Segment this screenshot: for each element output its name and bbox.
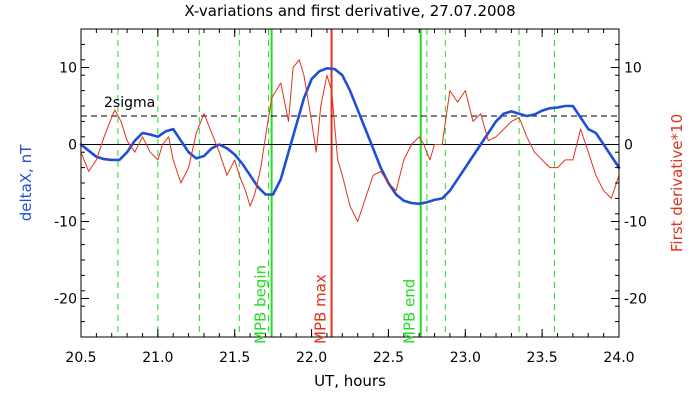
- plot-frame: [80, 28, 620, 338]
- x-tick-label-7: 24.0: [603, 350, 634, 366]
- y-tick-label-right-0: 10: [624, 61, 642, 77]
- y-axis-label-left: deltaX, nT: [17, 144, 35, 221]
- x-tick-label-3: 22.0: [296, 350, 327, 366]
- series-derivative-line: [80, 59, 620, 222]
- y-tick-label-left-3: -20: [54, 292, 77, 308]
- y-axis-label-right: First derivative*10: [668, 114, 686, 252]
- x-tick-label-6: 23.5: [527, 350, 558, 366]
- reference-line-layer: [81, 115, 619, 145]
- chart-title: X-variations and first derivative, 27.07…: [184, 2, 515, 20]
- mpb-marker-label-1: MPB max: [312, 274, 330, 344]
- y-tick-label-right-3: -20: [624, 292, 647, 308]
- y-tick-label-right-1: 0: [624, 138, 633, 154]
- y-tick-label-left-2: -10: [54, 215, 77, 231]
- x-tick-label-5: 23.0: [450, 350, 481, 366]
- mpb-marker-label-2: MPB end: [401, 279, 419, 344]
- x-tick-label-4: 22.5: [373, 350, 404, 366]
- x-tick-label-1: 21.0: [142, 350, 173, 366]
- x-tick-label-2: 21.5: [219, 350, 250, 366]
- marker-layer: [117, 29, 555, 337]
- marker-label-layer: MPB begin MPB max MPB end: [252, 265, 419, 344]
- tick-layer: 20.5 21.0 21.5 22.0 22.5 23.0 23.5 24.0 10 10 0 0 -1…: [54, 28, 647, 366]
- y-tick-label-left-0: 10: [59, 61, 77, 77]
- series-deltaX-line: [79, 67, 621, 206]
- series-layer: [79, 59, 621, 222]
- y-tick-label-left-1: 0: [68, 138, 77, 154]
- sigma-label: 2sigma: [104, 95, 155, 111]
- y-tick-label-right-2: -10: [624, 215, 647, 231]
- x-axis-label: UT, hours: [314, 372, 386, 390]
- mpb-marker-label-0: MPB begin: [252, 265, 270, 344]
- x-tick-label-0: 20.5: [65, 350, 96, 366]
